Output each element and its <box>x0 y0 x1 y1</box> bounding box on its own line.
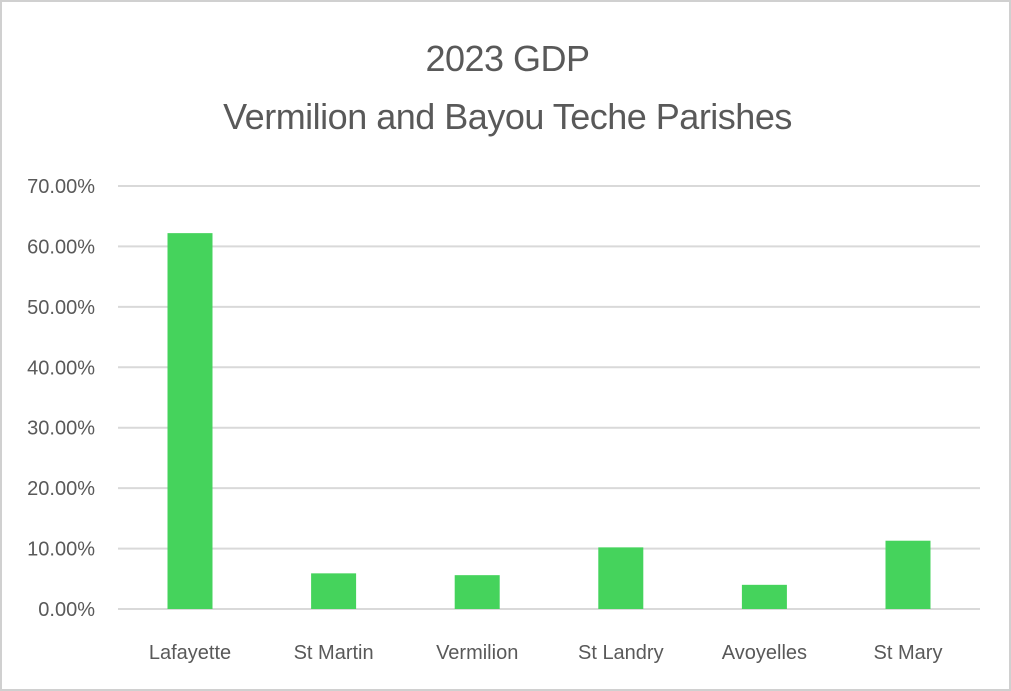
y-tick-label: 20.00% <box>27 478 95 500</box>
y-axis-ticks: 0.00% 10.00% 20.00% 30.00% 40.00% 50.00% 60.00… <box>27 176 95 621</box>
bar-st-martin <box>311 573 357 609</box>
x-tick-label: Vermilion <box>436 642 518 664</box>
y-tick-label: 70.00% <box>27 176 95 198</box>
chart-title: 2023 GDP <box>425 38 590 79</box>
x-tick-label: Avoyelles <box>722 642 807 664</box>
x-tick-label: St Landry <box>578 642 664 664</box>
x-tick-label: St Martin <box>294 642 374 664</box>
x-tick-label: Lafayette <box>149 642 231 664</box>
bars <box>167 233 931 610</box>
y-tick-label: 60.00% <box>27 236 95 258</box>
bar-lafayette <box>167 233 213 610</box>
y-tick-label: 30.00% <box>27 418 95 440</box>
bar-avoyelles <box>741 584 787 609</box>
y-tick-label: 10.00% <box>27 539 95 561</box>
x-tick-label: St Mary <box>874 642 943 664</box>
y-tick-label: 50.00% <box>27 297 95 319</box>
gridlines <box>118 185 980 610</box>
bar-st-mary <box>885 540 931 609</box>
chart-subtitle: Vermilion and Bayou Teche Parishes <box>223 96 792 137</box>
bar-st-landry <box>598 547 644 609</box>
y-tick-label: 0.00% <box>38 599 95 621</box>
bar-vermilion <box>454 575 500 609</box>
y-tick-label: 40.00% <box>27 357 95 379</box>
x-axis-ticks: Lafayette St Martin Vermilion St Landry Avoy… <box>149 642 943 664</box>
